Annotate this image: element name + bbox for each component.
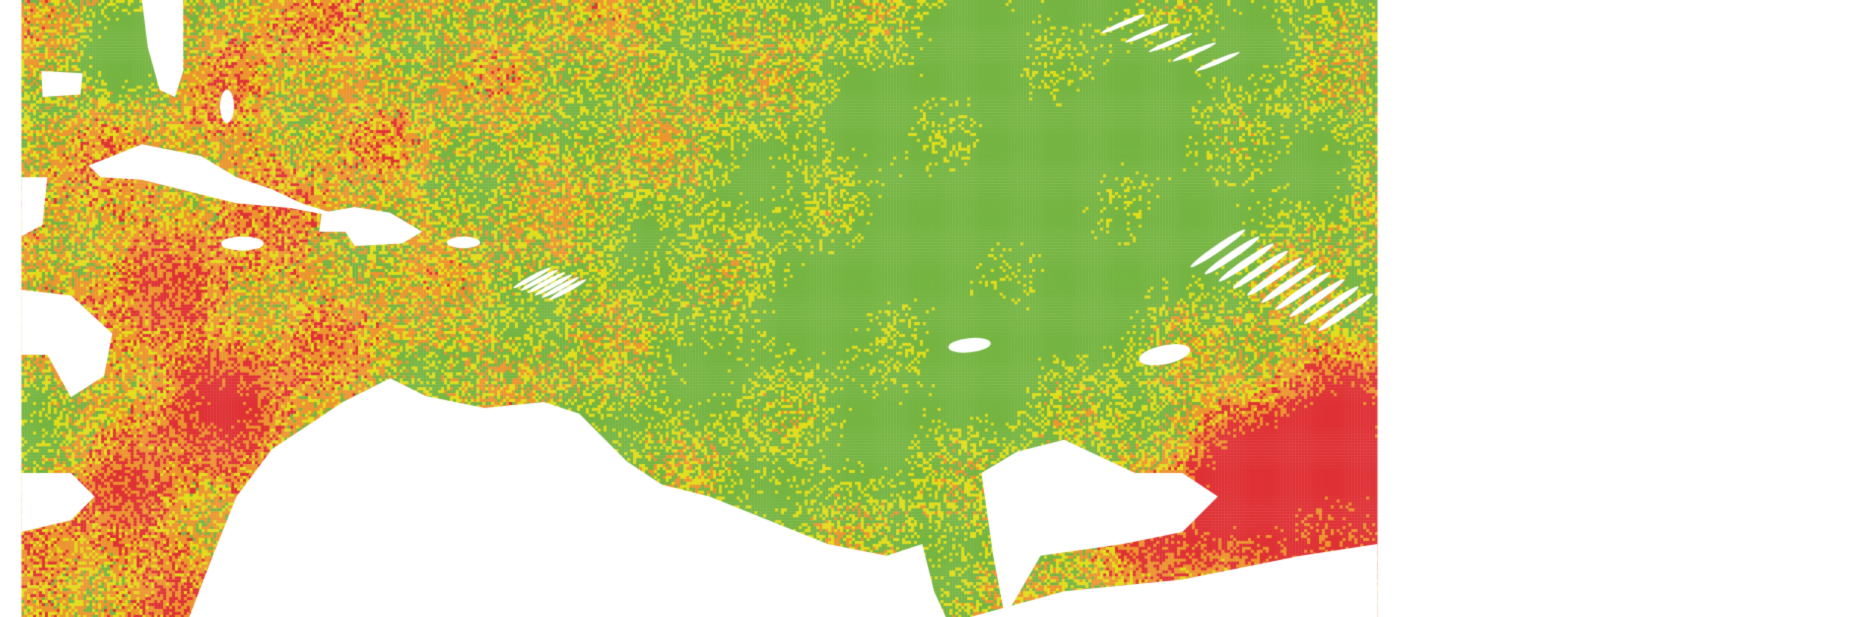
raster-map: [0, 0, 1854, 617]
